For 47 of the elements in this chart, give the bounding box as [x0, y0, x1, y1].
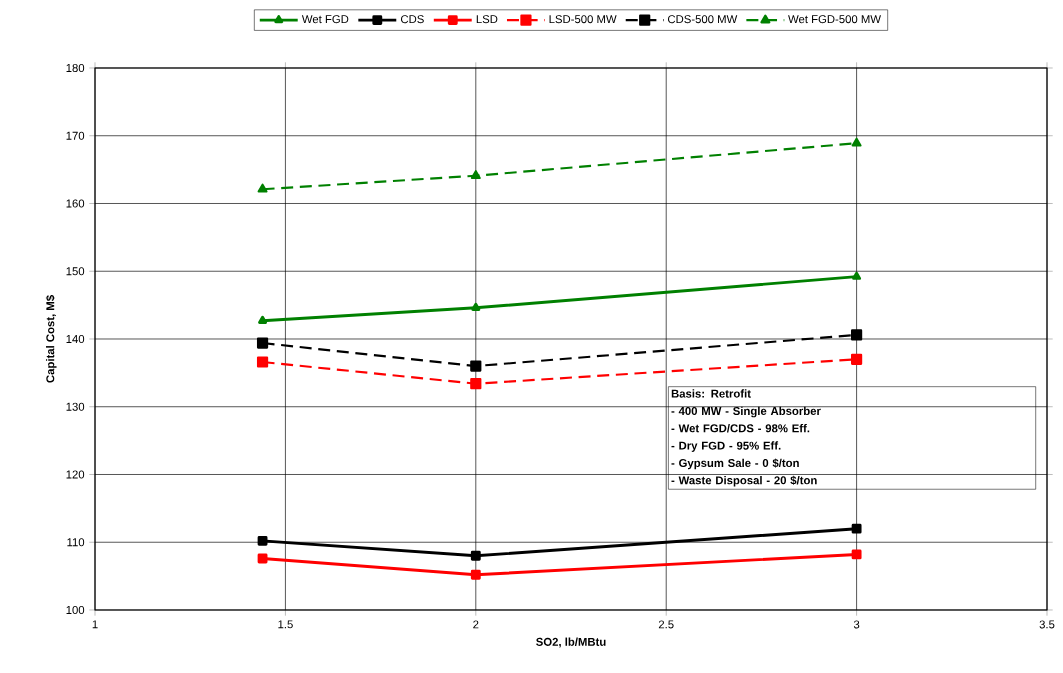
- point: [470, 170, 481, 180]
- y-tick-label: 100: [66, 605, 85, 614]
- annotation: - Wet FGD/CDS - 98% Eff.: [671, 424, 810, 433]
- y-tick-label: 160: [66, 199, 85, 208]
- y-tick-label: 170: [66, 131, 85, 140]
- x-axis-title: SO2, lb/MBtu: [536, 637, 606, 648]
- point: [470, 378, 482, 390]
- annotation: - 400 MW - Single Absorber: [671, 406, 821, 418]
- x-tick-label: 1.5: [278, 620, 293, 629]
- y-tick-label: 140: [66, 334, 85, 343]
- point: [852, 271, 862, 280]
- point: [851, 523, 862, 534]
- y-tick-label: 130: [66, 402, 85, 411]
- y-tick-label: 110: [67, 538, 85, 547]
- point: [256, 356, 269, 368]
- point: [470, 360, 482, 372]
- x-tick-label: 2: [473, 620, 479, 629]
- y-tick-label: 120: [66, 470, 85, 479]
- annotation: - Waste Disposal - 20 $/ton: [671, 475, 817, 487]
- legend-label: Wet FGD: [301, 15, 349, 24]
- x-tick-label: 3: [853, 620, 860, 629]
- annotation: Basis: Retrofit: [671, 389, 751, 398]
- point: [470, 550, 481, 561]
- point: [851, 549, 862, 560]
- legend-label: Wet FGD-500 MW: [788, 15, 881, 24]
- y-tick-label: 150: [66, 267, 85, 276]
- point: [257, 535, 268, 546]
- y-axis-title: Capital Cost, M$: [45, 295, 57, 383]
- point: [851, 353, 863, 365]
- legend-label: LSD: [476, 15, 498, 24]
- point: [851, 329, 863, 341]
- point: [257, 553, 268, 564]
- point: [257, 183, 268, 193]
- point: [471, 302, 481, 312]
- legend-label: LSD-500 MW: [549, 15, 617, 24]
- legend-label: CDS: [400, 15, 424, 24]
- y-tick-label: 180: [66, 63, 85, 72]
- x-tick-label: 1: [92, 620, 98, 629]
- x-tick-label: 3.5: [1039, 620, 1055, 629]
- annotation: - Dry FGD - 95% Eff.: [671, 441, 781, 452]
- point: [256, 337, 269, 349]
- x-tick-label: 2.5: [658, 620, 674, 629]
- point: [258, 315, 268, 324]
- point: [851, 137, 862, 147]
- annotation: - Gypsum Sale - 0 $/ton: [671, 458, 799, 470]
- point: [470, 569, 481, 580]
- legend-label: CDS-500 MW: [667, 15, 738, 24]
